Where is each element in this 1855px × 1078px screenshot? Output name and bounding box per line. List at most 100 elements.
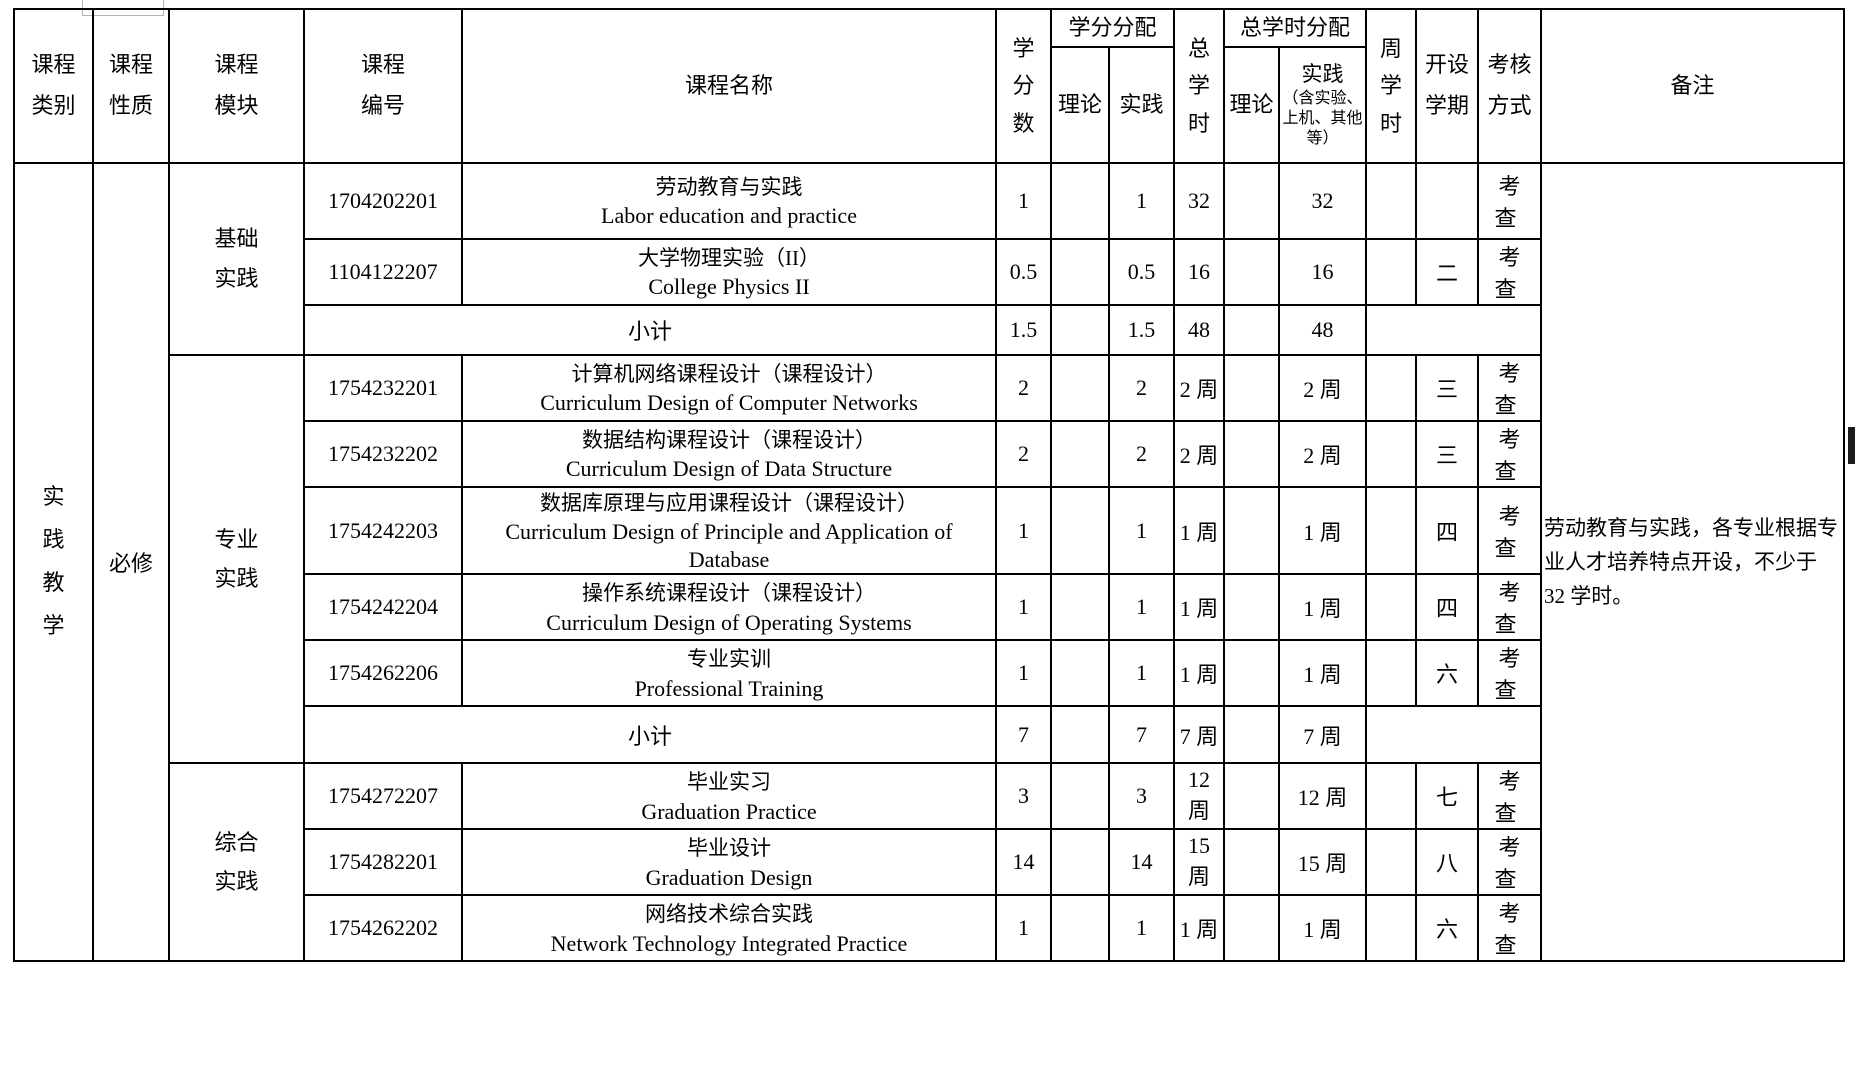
cell-credits: 1: [995, 162, 1052, 240]
cell-assessment: 考查: [1477, 238, 1543, 306]
cell-course-code: 1704202201: [303, 162, 463, 240]
cell-credits: 1: [995, 639, 1052, 708]
subtotal-row: 小计 7 7 7 周 7 周: [14, 705, 1844, 765]
cell-weekly-hours: [1365, 162, 1418, 240]
course-name-zh: 数据库原理与应用课程设计（课程设计）: [540, 491, 918, 515]
cell-credit-practice: 14: [1107, 828, 1176, 897]
cell-credit-practice: 1: [1107, 162, 1176, 240]
header-remarks: 备注: [1540, 8, 1846, 164]
cell-remarks: 劳动教育与实践，各专业根据专业人才培养特点开设，不少于 32 学时。: [1540, 161, 1846, 963]
cell-semester: 三: [1415, 420, 1480, 488]
table-row: 1754242203 数据库原理与应用课程设计（课程设计） Curriculum…: [14, 485, 1844, 576]
cell-credit-practice: 0.5: [1107, 238, 1176, 306]
table-row: 综合 实践 1754272207 毕业实习 Graduation Practic…: [14, 762, 1844, 963]
scrollbar-thumb[interactable]: [1848, 427, 1855, 464]
cell-total-hours: 15 周: [1173, 828, 1226, 897]
cell-hours-practice: 1 周: [1278, 573, 1368, 642]
course-name-en: Curriculum Design of Principle and Appli…: [505, 519, 953, 572]
cell-credits: 14: [995, 828, 1052, 897]
header-semester: 开设 学期: [1415, 8, 1480, 164]
cell-weekly-hours: [1365, 573, 1418, 642]
cell-credit-theory: [1050, 238, 1110, 306]
cell-course-name: 数据库原理与应用课程设计（课程设计） Curriculum Design of …: [461, 485, 997, 576]
table-row: 1754242204 操作系统课程设计（课程设计） Curriculum Des…: [14, 573, 1844, 642]
cell-course-code: 1754262206: [303, 639, 463, 708]
cell-hours-theory: [1223, 304, 1281, 356]
cell-assessment: 考查: [1477, 573, 1543, 642]
cell-course-name: 计算机网络课程设计（课程设计） Curriculum Design of Com…: [461, 354, 997, 422]
cell-subtotal-label: 小计: [303, 705, 997, 765]
cell-course-code: 1754232202: [303, 420, 463, 488]
cell-credits: 2: [995, 420, 1052, 488]
cell-hours-practice: 7 周: [1278, 705, 1368, 765]
course-name-en: Graduation Practice: [641, 798, 817, 824]
header-credit-theory: 理论: [1050, 46, 1110, 164]
cell-semester: 六: [1415, 894, 1480, 963]
cell-assessment: 考查: [1477, 354, 1543, 422]
header-course-nature: 课程 性质: [92, 8, 170, 164]
header-hours-practice: 实践 （含实验、上机、其他等）: [1278, 46, 1368, 164]
course-name-en: College Physics II: [648, 274, 810, 300]
cell-credit-practice: 1: [1107, 485, 1176, 576]
cell-total-hours: 2 周: [1173, 420, 1226, 488]
cell-hours-theory: [1223, 238, 1281, 306]
course-name-zh: 毕业实习: [687, 770, 771, 795]
course-name-zh: 劳动教育与实践: [655, 175, 803, 200]
cell-course-name: 数据结构课程设计（课程设计） Curriculum Design of Data…: [461, 420, 997, 488]
course-name-en: Graduation Design: [645, 864, 813, 890]
cell-assessment: 考查: [1477, 762, 1543, 831]
cell-subtotal-blank: [1365, 304, 1543, 356]
course-name-en: Network Technology Integrated Practice: [550, 930, 908, 956]
cell-semester: 八: [1415, 828, 1480, 897]
cell-credits: 1.5: [995, 304, 1052, 356]
cell-assessment: 考查: [1477, 639, 1543, 708]
cell-credit-theory: [1050, 304, 1110, 356]
cell-total-hours: 32: [1173, 162, 1226, 240]
cell-hours-practice: 2 周: [1278, 420, 1368, 488]
cell-credits: 1: [995, 573, 1052, 642]
cell-credits: 7: [995, 705, 1052, 765]
cell-weekly-hours: [1365, 894, 1418, 963]
cell-module-basic-practice: 基础 实践: [168, 162, 305, 356]
cell-semester: 三: [1415, 354, 1480, 422]
cell-semester: 六: [1415, 639, 1480, 708]
cell-semester: 二: [1415, 238, 1480, 306]
cell-hours-theory: [1223, 420, 1281, 488]
cell-credits: 2: [995, 354, 1052, 422]
header-course-module: 课程 模块: [168, 8, 305, 164]
cell-course-name: 大学物理实验（II） College Physics II: [461, 238, 997, 306]
table-row: 实 践 教 学 必修 基础 实践 1704202201 劳动教育与实践 Labo…: [13, 161, 1846, 963]
cell-hours-theory: [1223, 639, 1281, 708]
header-credit-practice: 实践: [1107, 46, 1176, 164]
cell-semester: [1415, 162, 1480, 240]
cell-credit-practice: 2: [1107, 420, 1176, 488]
header-course-code: 课程 编号: [303, 8, 463, 164]
cell-course-name: 网络技术综合实践 Network Technology Integrated P…: [461, 894, 997, 963]
course-name-zh: 大学物理实验（II）: [638, 246, 820, 271]
cell-weekly-hours: [1365, 762, 1418, 831]
header-hours-distribution: 总学时分配: [1223, 8, 1368, 48]
cell-semester: 七: [1415, 762, 1480, 831]
curriculum-table: 课程 类别 课程 性质 课程 模块 课程 编号 课程名称 学 分 数 学分分配 …: [13, 8, 1846, 963]
cell-hours-practice: 32: [1278, 162, 1368, 240]
cell-weekly-hours: [1365, 354, 1418, 422]
course-name-zh: 操作系统课程设计（课程设计）: [582, 581, 876, 606]
cell-credit-theory: [1050, 639, 1110, 708]
table-row: 1754262206 专业实训 Professional Training 1 …: [14, 639, 1844, 708]
cell-subtotal-blank: [1365, 705, 1543, 765]
cell-hours-practice: 1 周: [1278, 485, 1368, 576]
header-credit-distribution: 学分分配: [1049, 8, 1176, 48]
cell-course-code: 1754262202: [303, 894, 463, 963]
course-name-en: Curriculum Design of Data Structure: [565, 456, 893, 482]
header-course-name: 课程名称: [461, 8, 997, 164]
cell-credits: 1: [995, 485, 1052, 576]
header-hours-practice-label: 实践: [1301, 62, 1344, 87]
cell-total-hours: 48: [1173, 304, 1226, 356]
cell-weekly-hours: [1365, 828, 1418, 897]
cell-assessment: 考查: [1477, 162, 1543, 240]
cell-total-hours: 2 周: [1173, 354, 1226, 422]
cell-total-hours: 7 周: [1173, 705, 1226, 765]
cell-course-code: 1754232201: [303, 354, 463, 422]
cell-assessment: 考查: [1477, 485, 1543, 576]
cell-hours-theory: [1223, 573, 1281, 642]
